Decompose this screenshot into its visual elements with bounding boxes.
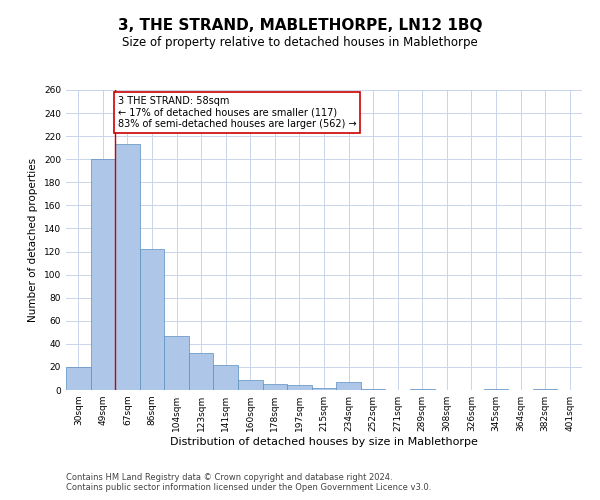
Text: Size of property relative to detached houses in Mablethorpe: Size of property relative to detached ho… xyxy=(122,36,478,49)
Bar xyxy=(336,382,361,390)
Bar xyxy=(189,353,214,390)
Y-axis label: Number of detached properties: Number of detached properties xyxy=(28,158,38,322)
Bar xyxy=(312,388,336,390)
Bar xyxy=(214,364,238,390)
Bar xyxy=(533,389,557,390)
Bar xyxy=(115,144,140,390)
Text: Contains HM Land Registry data © Crown copyright and database right 2024.: Contains HM Land Registry data © Crown c… xyxy=(66,472,392,482)
Text: Contains public sector information licensed under the Open Government Licence v3: Contains public sector information licen… xyxy=(66,482,431,492)
Bar xyxy=(66,367,91,390)
Text: 3 THE STRAND: 58sqm
← 17% of detached houses are smaller (117)
83% of semi-detac: 3 THE STRAND: 58sqm ← 17% of detached ho… xyxy=(118,96,356,129)
X-axis label: Distribution of detached houses by size in Mablethorpe: Distribution of detached houses by size … xyxy=(170,437,478,447)
Bar xyxy=(287,386,312,390)
Text: 3, THE STRAND, MABLETHORPE, LN12 1BQ: 3, THE STRAND, MABLETHORPE, LN12 1BQ xyxy=(118,18,482,32)
Bar xyxy=(140,249,164,390)
Bar xyxy=(91,159,115,390)
Bar xyxy=(484,389,508,390)
Bar xyxy=(361,389,385,390)
Bar xyxy=(263,384,287,390)
Bar xyxy=(164,336,189,390)
Bar xyxy=(238,380,263,390)
Bar xyxy=(410,389,434,390)
